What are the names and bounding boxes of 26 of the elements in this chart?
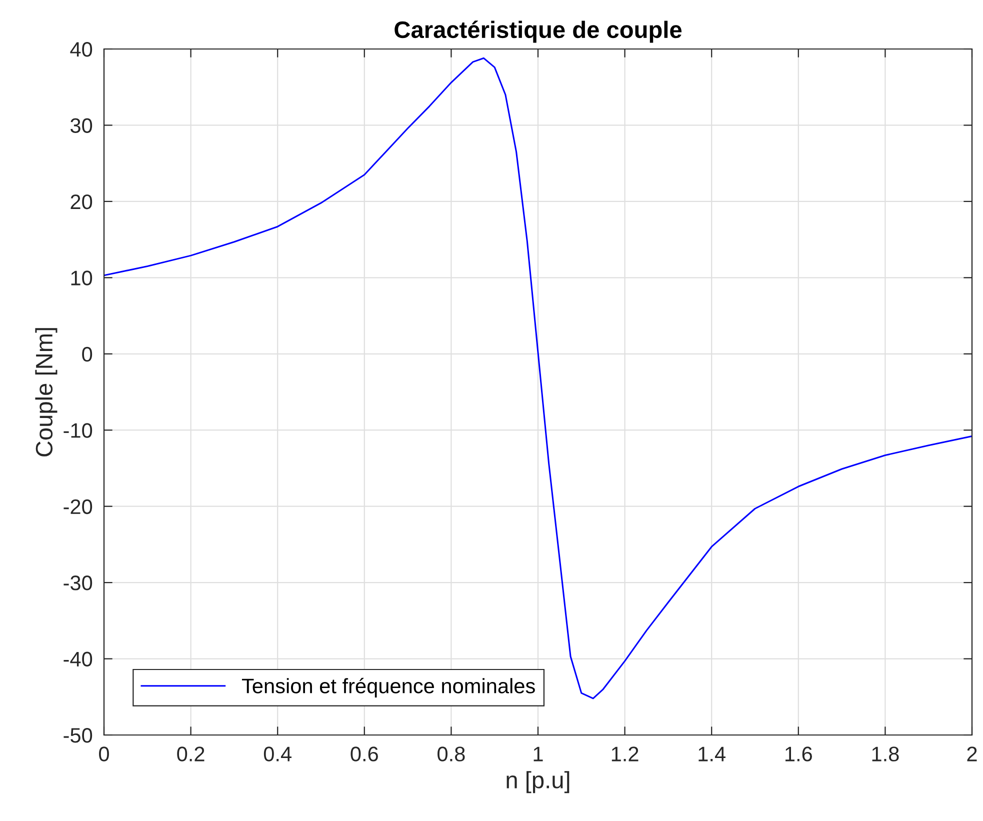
chart-title: Caractéristique de couple bbox=[394, 20, 682, 43]
y-tick-label: 40 bbox=[70, 42, 92, 57]
line-series bbox=[104, 57, 972, 700]
y-tick-label: 0 bbox=[82, 346, 92, 362]
y-tick-label: -40 bbox=[64, 652, 92, 667]
x-tick-label: 2 bbox=[967, 746, 977, 762]
x-tick-label: 1.4 bbox=[698, 746, 726, 762]
y-tick-label: -10 bbox=[64, 423, 92, 438]
x-tick-label: 0.8 bbox=[438, 746, 465, 762]
y-axis-title: Couple [Nm] bbox=[35, 328, 58, 456]
y-tick-label: 30 bbox=[70, 118, 92, 133]
y-tick-label: -50 bbox=[64, 728, 92, 743]
x-tick-label: 0.2 bbox=[177, 746, 204, 762]
x-tick-label: 0.4 bbox=[264, 746, 292, 762]
x-axis-title: n [p.u] bbox=[506, 771, 570, 794]
x-tick-label: 1.8 bbox=[872, 746, 899, 762]
y-tick-label: 20 bbox=[70, 194, 92, 210]
y-tick-label: 10 bbox=[71, 270, 92, 286]
x-tick-label: 0 bbox=[99, 746, 109, 762]
y-tick-label: -30 bbox=[64, 576, 92, 590]
x-tick-label: 1.6 bbox=[786, 746, 812, 762]
x-tick-label: 1.2 bbox=[612, 746, 638, 762]
x-tick-label: 1 bbox=[534, 746, 543, 762]
legend-label: Tension et fréquence nominales bbox=[242, 678, 535, 698]
y-tick-label: -20 bbox=[64, 499, 92, 514]
x-tick-label: 0.6 bbox=[350, 746, 378, 762]
